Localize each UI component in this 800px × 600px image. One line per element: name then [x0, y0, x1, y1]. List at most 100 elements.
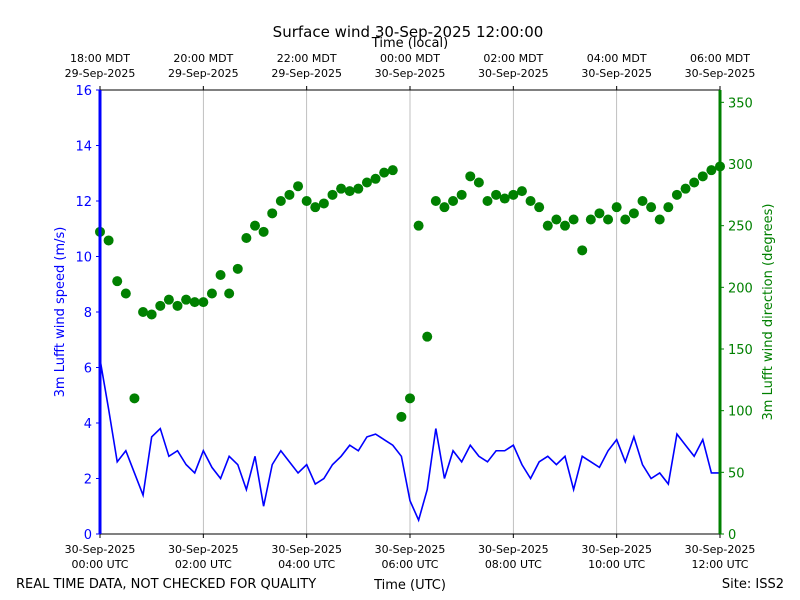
direction-point — [258, 226, 269, 237]
y-tick-label: 2 — [84, 473, 92, 488]
x-tick-label: 30-Sep-2025 00:00 UTC — [65, 543, 136, 571]
footer-note: REAL TIME DATA, NOT CHECKED FOR QUALITY — [16, 577, 316, 592]
top-x-tick-label: 04:00 MDT 30-Sep-2025 — [581, 52, 652, 80]
x-tick-label: 30-Sep-2025 02:00 UTC — [168, 543, 239, 571]
y-tick-label: 16 — [75, 84, 92, 99]
direction-point — [301, 196, 312, 206]
x-tick-label: 30-Sep-2025 06:00 UTC — [375, 543, 446, 571]
direction-point — [387, 165, 398, 176]
direction-point — [448, 196, 459, 206]
direction-point — [680, 183, 691, 194]
direction-point — [293, 181, 304, 192]
direction-point — [689, 177, 700, 188]
y2-tick-label: 100 — [728, 405, 753, 420]
direction-point — [267, 208, 278, 219]
direction-point — [215, 270, 226, 280]
direction-point — [310, 202, 321, 213]
y2-tick-label: 200 — [728, 281, 753, 296]
direction-point — [646, 202, 657, 213]
direction-point — [120, 288, 131, 299]
direction-point — [663, 202, 674, 213]
direction-point — [603, 214, 614, 225]
direction-point — [697, 171, 708, 182]
direction-point — [456, 189, 467, 200]
direction-point — [620, 214, 631, 225]
y2-tick-label: 50 — [728, 466, 745, 481]
direction-point — [422, 331, 433, 342]
direction-point — [112, 276, 123, 287]
direction-point — [585, 214, 596, 225]
direction-point — [318, 198, 329, 209]
x-tick-label-line: 00:00 UTC — [71, 558, 128, 571]
direction-point — [275, 196, 286, 206]
direction-point — [284, 189, 295, 200]
direction-point — [430, 196, 441, 206]
top-x-tick-label-line: 30-Sep-2025 — [685, 67, 756, 80]
direction-point — [508, 189, 519, 200]
x-tick-label-line: 06:00 UTC — [381, 558, 438, 571]
direction-point — [525, 196, 536, 206]
direction-point — [189, 297, 200, 308]
x-tick-label-line: 30-Sep-2025 — [581, 543, 652, 556]
x-tick-label: 30-Sep-2025 12:00 UTC — [685, 543, 756, 571]
direction-point — [491, 189, 502, 200]
site-label: Site: ISS2 — [722, 577, 784, 592]
x-tick-label-line: 30-Sep-2025 — [65, 543, 136, 556]
direction-point — [155, 300, 166, 311]
x-tick-label-line: 30-Sep-2025 — [168, 543, 239, 556]
direction-point — [163, 294, 174, 305]
top-x-tick-label-line: 29-Sep-2025 — [271, 67, 342, 80]
direction-point — [413, 220, 424, 231]
top-x-tick-label-line: 29-Sep-2025 — [168, 67, 239, 80]
x-axis-label: Time (UTC) — [373, 578, 446, 593]
x-tick-label: 30-Sep-2025 08:00 UTC — [478, 543, 549, 571]
x-tick-label-line: 04:00 UTC — [278, 558, 335, 571]
direction-point — [344, 186, 355, 197]
y-tick-label: 0 — [84, 528, 92, 543]
top-x-tick-label-line: 30-Sep-2025 — [375, 67, 446, 80]
direction-point — [439, 202, 450, 213]
direction-point — [206, 288, 217, 299]
top-x-tick-label-line: 22:00 MDT — [277, 52, 337, 65]
top-x-tick-label-line: 02:00 MDT — [483, 52, 543, 65]
x-tick-label-line: 30-Sep-2025 — [271, 543, 342, 556]
y2-tick-label: 0 — [728, 528, 736, 543]
x-tick-label-line: 10:00 UTC — [588, 558, 645, 571]
direction-point — [172, 300, 183, 311]
direction-point — [542, 220, 553, 231]
direction-point — [327, 189, 338, 200]
y-tick-label: 8 — [84, 306, 92, 321]
direction-point — [336, 183, 347, 194]
direction-point — [129, 393, 140, 404]
direction-point — [241, 233, 252, 243]
top-x-tick-label: 22:00 MDT 29-Sep-2025 — [271, 52, 342, 80]
direction-point — [482, 196, 493, 206]
direction-point — [405, 393, 415, 404]
direction-point — [577, 245, 588, 256]
y2-tick-label: 250 — [728, 220, 753, 235]
y2-tick-label: 300 — [728, 158, 753, 173]
direction-point — [611, 202, 622, 213]
direction-point — [706, 165, 717, 176]
direction-point — [138, 307, 149, 317]
top-x-tick-label-line: 18:00 MDT — [70, 52, 130, 65]
x-tick-label: 30-Sep-2025 04:00 UTC — [271, 543, 342, 571]
direction-point — [551, 214, 562, 225]
y-axis-label: 3m Lufft wind speed (m/s) — [53, 227, 68, 398]
y-tick-label: 6 — [84, 362, 92, 377]
direction-point — [534, 202, 545, 213]
direction-point — [499, 193, 510, 204]
direction-point — [594, 208, 605, 219]
direction-point — [232, 263, 243, 274]
y-tick-label: 12 — [75, 195, 92, 210]
direction-point — [103, 235, 114, 246]
top-x-tick-label-line: 30-Sep-2025 — [581, 67, 652, 80]
x-tick-label-line: 02:00 UTC — [175, 558, 232, 571]
y2-axis-label: 3m Lufft wind direction (degrees) — [761, 204, 776, 421]
direction-point — [628, 208, 639, 219]
top-x-tick-label: 02:00 MDT 30-Sep-2025 — [478, 52, 549, 80]
direction-point — [379, 167, 390, 178]
direction-point — [560, 220, 570, 231]
